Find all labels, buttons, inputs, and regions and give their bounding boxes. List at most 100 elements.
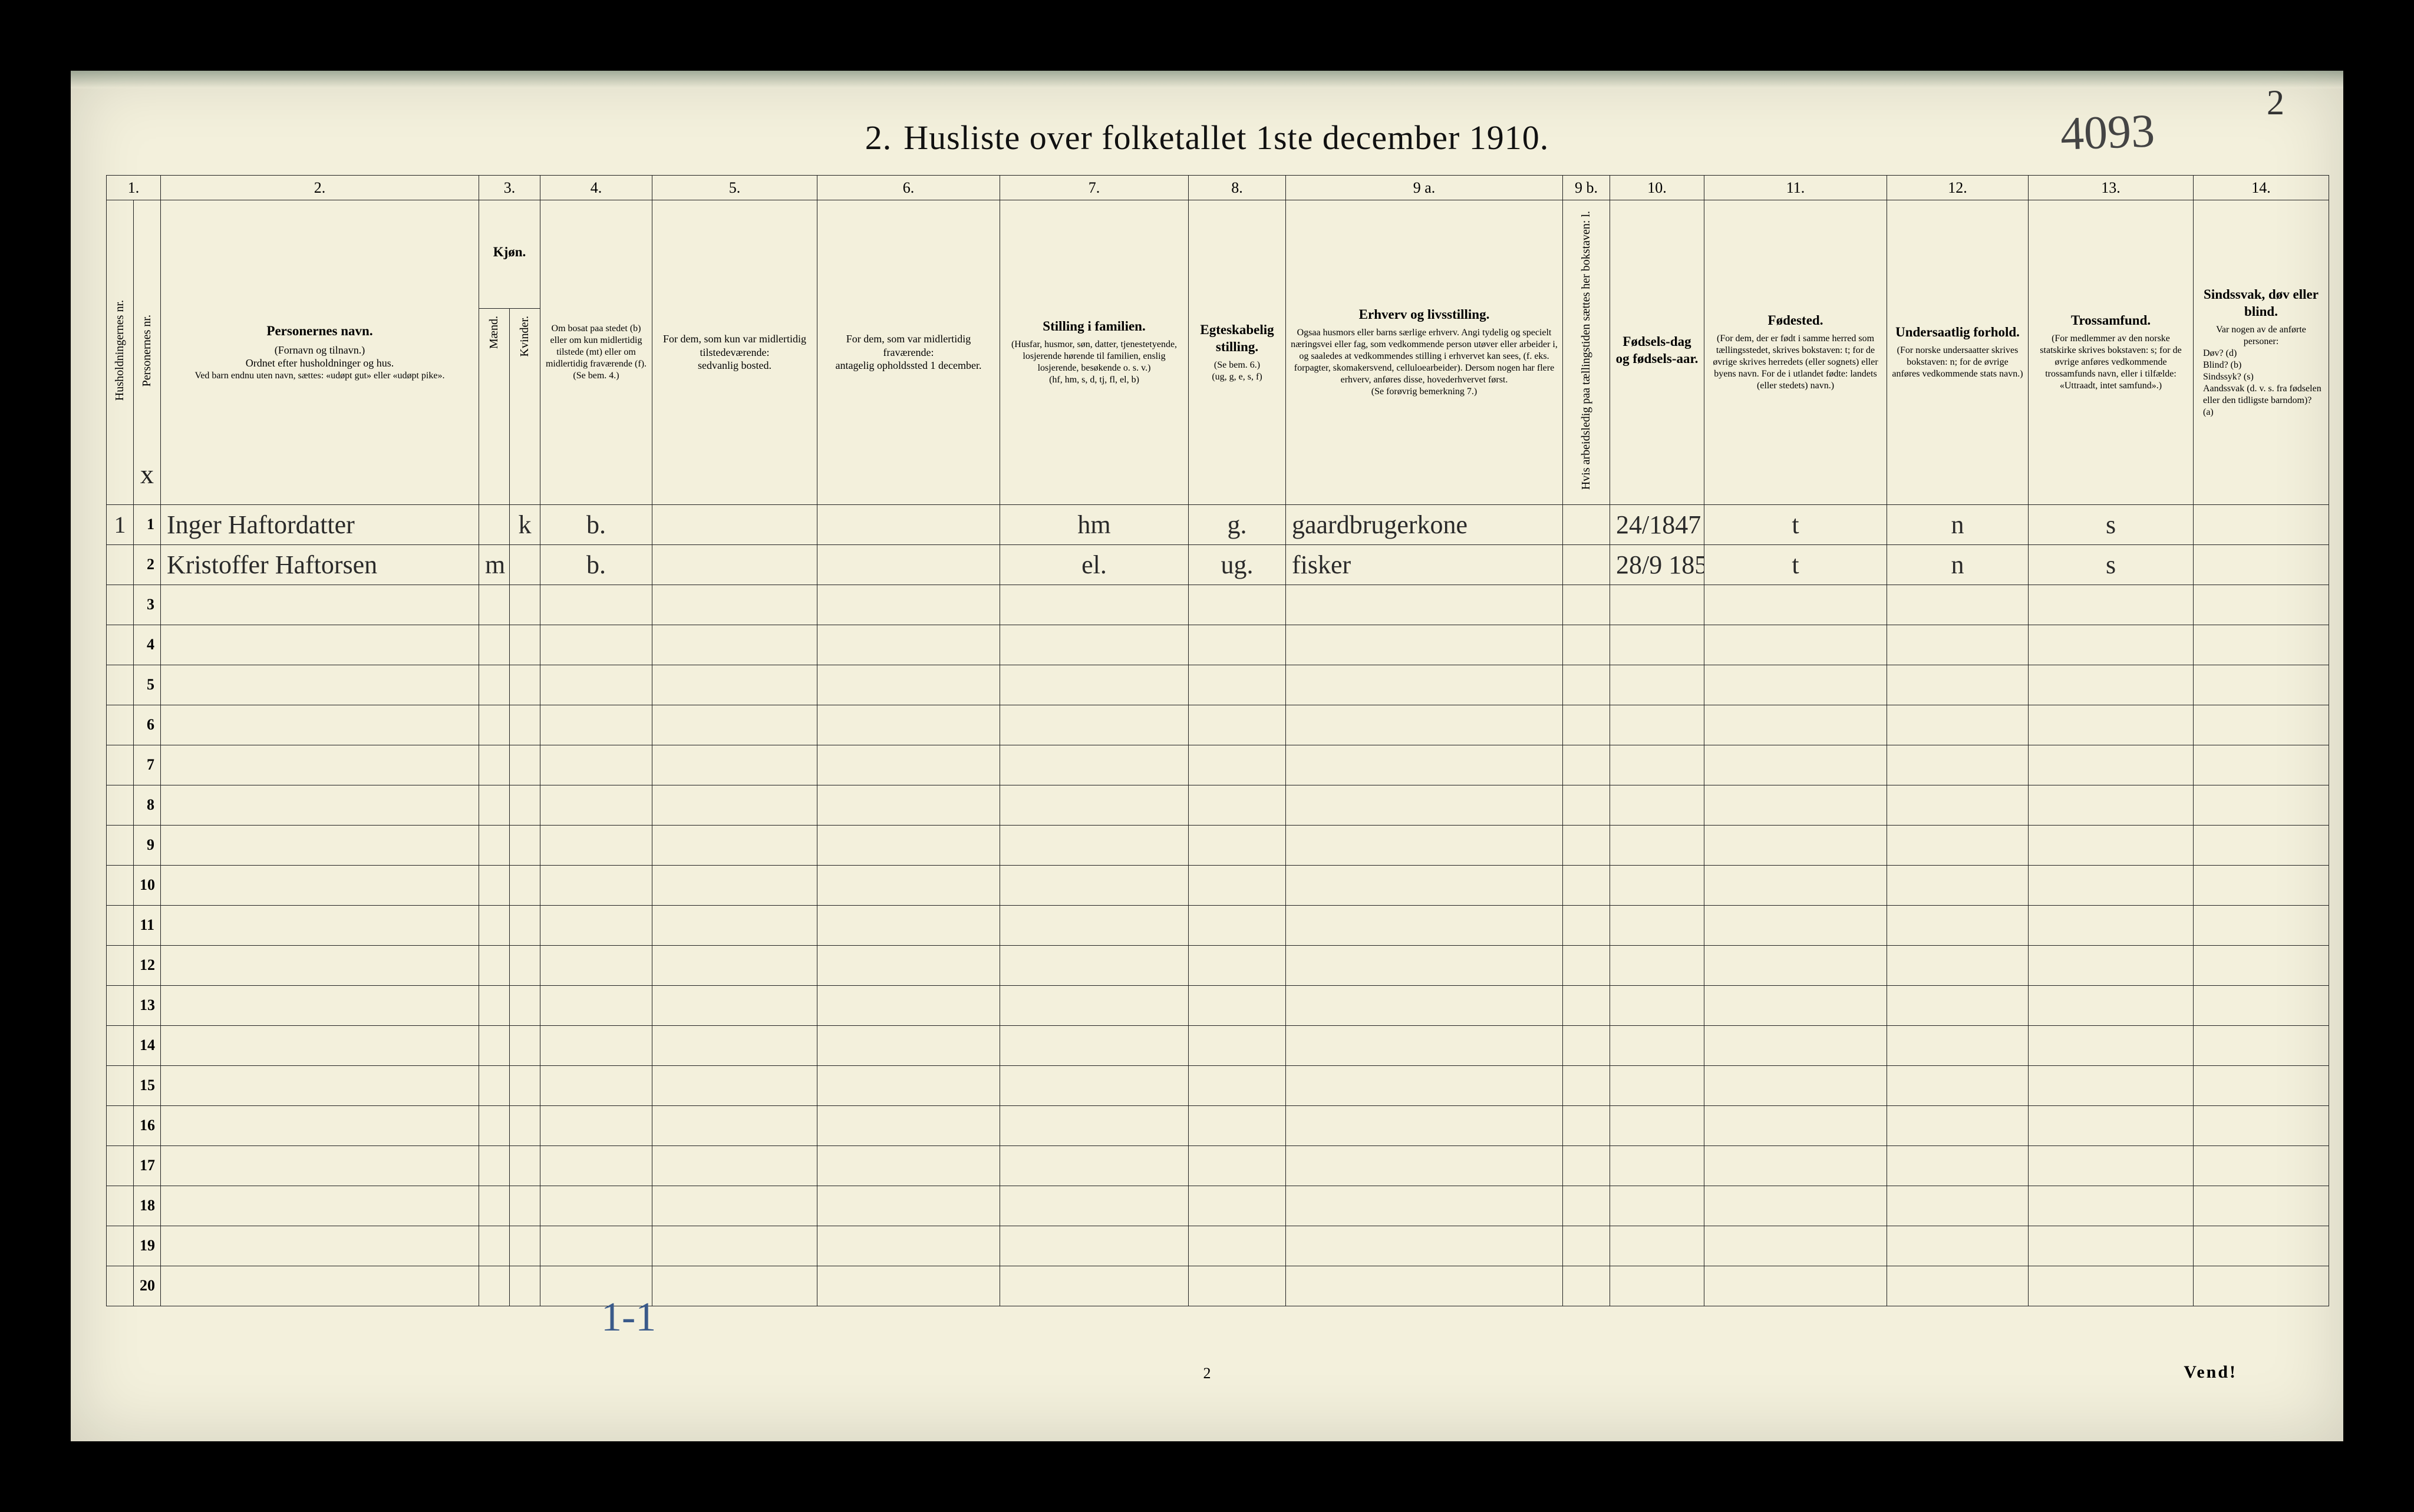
cell: t: [1704, 544, 1887, 585]
cell: [540, 665, 652, 705]
cell: 7: [134, 745, 161, 785]
cell: [2029, 705, 2194, 745]
cell: [1000, 625, 1189, 665]
cell: [1610, 665, 1704, 705]
header-nationality: Undersaatlig forhold. (For norske unders…: [1887, 200, 2029, 505]
table-row: 15: [107, 1065, 2329, 1105]
cell: [1563, 544, 1610, 585]
cell: [540, 825, 652, 865]
cell: [510, 865, 540, 905]
cell: [817, 665, 1000, 705]
cell: s: [2029, 504, 2194, 544]
cell: [540, 1025, 652, 1065]
header-birthplace: Fødested. (For dem, der er født i samme …: [1704, 200, 1887, 505]
cell: [1189, 585, 1286, 625]
cell: [107, 544, 134, 585]
cell: [161, 985, 479, 1025]
cell: [1000, 705, 1189, 745]
cell: [1563, 985, 1610, 1025]
pencil-tally: 1-1: [601, 1294, 656, 1341]
cell: [161, 745, 479, 785]
cell: [107, 1065, 134, 1105]
cell: [652, 1065, 817, 1105]
colnum-6: 6.: [817, 176, 1000, 200]
cell: [1887, 1186, 2029, 1226]
cell: [107, 1226, 134, 1266]
cell: [1704, 785, 1887, 825]
cell: [1563, 1186, 1610, 1226]
cell: [1610, 785, 1704, 825]
cell: [1286, 785, 1563, 825]
cell: 14: [134, 1025, 161, 1065]
cell: [1887, 745, 2029, 785]
cell: [1286, 905, 1563, 945]
cell: [1286, 1186, 1563, 1226]
cell: [1704, 945, 1887, 985]
cell: [540, 585, 652, 625]
cell: [2194, 985, 2329, 1025]
cell: [479, 625, 510, 665]
cell: [479, 825, 510, 865]
cell: [1887, 705, 2029, 745]
cell: [1704, 1266, 1887, 1306]
cell: [652, 785, 817, 825]
cell: [161, 1266, 479, 1306]
cell: [1189, 985, 1286, 1025]
cell: 4: [134, 625, 161, 665]
cell: [1000, 1226, 1189, 1266]
cell: [107, 945, 134, 985]
cell: [540, 905, 652, 945]
colnum-2: 2.: [161, 176, 479, 200]
cell: [107, 905, 134, 945]
cell: [817, 1025, 1000, 1065]
cell: [1286, 625, 1563, 665]
cell: [1189, 905, 1286, 945]
cell: [510, 905, 540, 945]
cell: [817, 905, 1000, 945]
table-row: 18: [107, 1186, 2329, 1226]
cell: [652, 905, 817, 945]
cell: [2029, 865, 2194, 905]
cell: [510, 985, 540, 1025]
table-row: 12: [107, 945, 2329, 985]
cell: [2029, 1105, 2194, 1145]
cell: [161, 785, 479, 825]
cell: [1286, 1226, 1563, 1266]
table-row: 2Kristoffer Haftorsenmb.el.ug.fisker28/9…: [107, 544, 2329, 585]
cell: [161, 865, 479, 905]
cell: [479, 585, 510, 625]
cell: n: [1887, 504, 2029, 544]
cell: [2029, 1266, 2194, 1306]
cell: [652, 544, 817, 585]
cell: [1189, 665, 1286, 705]
table-row: 7: [107, 745, 2329, 785]
colnum-10: 10.: [1610, 176, 1704, 200]
cell: [1887, 1266, 2029, 1306]
cell: [2194, 625, 2329, 665]
cell: [1610, 625, 1704, 665]
cell: [1887, 1145, 2029, 1186]
cell: [817, 945, 1000, 985]
cell: [2029, 1025, 2194, 1065]
cell: [817, 825, 1000, 865]
header-family-position: Stilling i familien. (Husfar, husmor, sø…: [1000, 200, 1189, 505]
cell: [1610, 1065, 1704, 1105]
cell: [107, 745, 134, 785]
cell: [2194, 1145, 2329, 1186]
cell: [652, 1186, 817, 1226]
cell: [1610, 1226, 1704, 1266]
colnum-11: 11.: [1704, 176, 1887, 200]
cell: [1704, 825, 1887, 865]
cell: [161, 1025, 479, 1065]
cell: [2194, 1025, 2329, 1065]
cell: [479, 745, 510, 785]
cell: [652, 585, 817, 625]
cell: [1000, 1105, 1189, 1145]
cell: [1704, 665, 1887, 705]
cell: [107, 665, 134, 705]
cell: [1286, 1025, 1563, 1065]
cell: hm: [1000, 504, 1189, 544]
cell: 2: [134, 544, 161, 585]
scanned-page: 2 2.Husliste over folketallet 1ste decem…: [71, 71, 2343, 1441]
cell: 12: [134, 945, 161, 985]
